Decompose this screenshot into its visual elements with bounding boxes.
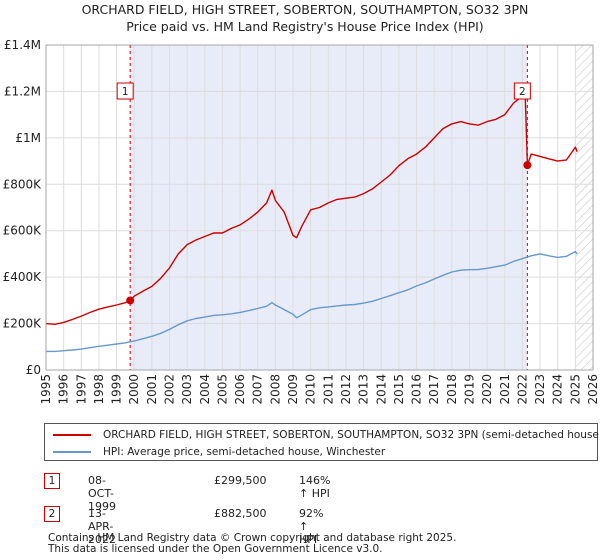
x-tick-label: 1997	[74, 374, 88, 405]
x-tick-label: 1999	[110, 374, 124, 405]
x-tick-label: 2023	[533, 374, 547, 405]
x-tick-label: 1996	[57, 374, 71, 405]
red-line-swatch-icon	[53, 434, 91, 436]
sale-number-badge: 2	[44, 506, 60, 522]
x-tick-label: 2009	[286, 374, 300, 405]
sale-price: £299,500	[214, 474, 267, 487]
plot-frame	[45, 44, 594, 371]
x-tick-label: 2014	[374, 374, 388, 405]
x-tick-label: 2011	[321, 374, 335, 405]
x-tick-label: 2021	[498, 374, 512, 405]
sale-marker-box	[116, 82, 134, 100]
chart-title: ORCHARD FIELD, HIGH STREET, SOBERTON, SO…	[82, 2, 529, 17]
blue-line-swatch-icon	[53, 451, 91, 453]
x-tick-label: 1998	[92, 374, 106, 405]
y-tick-label: £0	[26, 363, 41, 377]
y-tick-label: £200K	[3, 317, 43, 331]
series-lines	[45, 90, 578, 353]
property-price-line	[45, 90, 578, 325]
sale-hpi-change: 92% ↑ HPI	[299, 507, 324, 546]
x-tick-label: 2001	[145, 374, 159, 405]
x-tick-label: 2013	[357, 374, 371, 405]
x-tick-label: 2015	[392, 374, 406, 405]
y-tick-label: £1.4M	[4, 38, 41, 52]
x-tick-label: 2018	[445, 374, 459, 405]
x-tick-label: 2006	[233, 374, 247, 405]
x-tick-label: 2005	[215, 374, 229, 405]
sale-price: £882,500	[214, 507, 267, 520]
sale-marker-label: 2	[519, 86, 526, 98]
x-tick-label: 2000	[127, 374, 141, 405]
legend: ORCHARD FIELD, HIGH STREET, SOBERTON, SO…	[44, 423, 600, 461]
x-tick-label: 2024	[551, 374, 565, 405]
legend-item-property: ORCHARD FIELD, HIGH STREET, SOBERTON, SO…	[53, 427, 600, 443]
legend-label-hpi: HPI: Average price, semi-detached house,…	[103, 446, 386, 458]
footer-license: This data is licensed under the Open Gov…	[48, 543, 383, 555]
sale-point	[126, 296, 135, 305]
footer-copyright: Contains HM Land Registry data © Crown c…	[48, 532, 457, 544]
x-tick-label: 2019	[462, 374, 476, 405]
sale-date: 08-OCT-1999	[88, 474, 116, 513]
x-tick-label: 1995	[39, 374, 53, 405]
legend-item-hpi: HPI: Average price, semi-detached house,…	[53, 444, 385, 460]
price-chart: ORCHARD FIELD, HIGH STREET, SOBERTON, SO…	[3, 2, 600, 405]
sale-point	[523, 161, 532, 170]
chart-subtitle: Price paid vs. HM Land Registry's House …	[126, 19, 483, 34]
x-tick-label: 2010	[304, 374, 318, 405]
y-axis: £0 £200K £400K £600K £800K £1M £1.2M £1.4M	[3, 38, 43, 377]
sale-number-badge: 1	[44, 473, 60, 489]
x-tick-label: 2020	[480, 374, 494, 405]
y-tick-label: £400K	[3, 270, 43, 284]
sale-marker-label: 1	[122, 86, 129, 98]
x-axis: 1995 1996 1997 1998 1999 2000 2001 2002 2003 2004…	[39, 374, 600, 405]
x-tick-label: 2007	[251, 374, 265, 405]
x-tick-label: 2012	[339, 374, 353, 405]
y-tick-label: £1M	[15, 131, 41, 145]
hpi-line	[46, 250, 578, 353]
legend-label-property: ORCHARD FIELD, HIGH STREET, SOBERTON, SO…	[103, 429, 600, 441]
sale-hpi-change: 146% ↑ HPI	[299, 474, 331, 500]
future-hatch-area	[575, 45, 593, 370]
sale-points	[126, 161, 532, 305]
x-tick-label: 2022	[515, 374, 529, 405]
x-tick-label: 2025	[568, 374, 582, 405]
x-tick-label: 2016	[410, 374, 424, 405]
x-tick-label: 2003	[180, 374, 194, 405]
sale-marker-box	[513, 82, 531, 100]
sale-date: 13-APR-2022	[88, 507, 116, 546]
y-tick-label: £600K	[3, 224, 43, 238]
x-tick-label: 2008	[268, 374, 282, 405]
x-tick-label: 2017	[427, 374, 441, 405]
y-tick-label: £800K	[3, 177, 43, 191]
x-tick-label: 2002	[163, 374, 177, 405]
y-tick-label: £1.2M	[4, 84, 41, 98]
x-tick-label: 2004	[198, 374, 212, 405]
x-tick-label: 2026	[586, 374, 600, 405]
